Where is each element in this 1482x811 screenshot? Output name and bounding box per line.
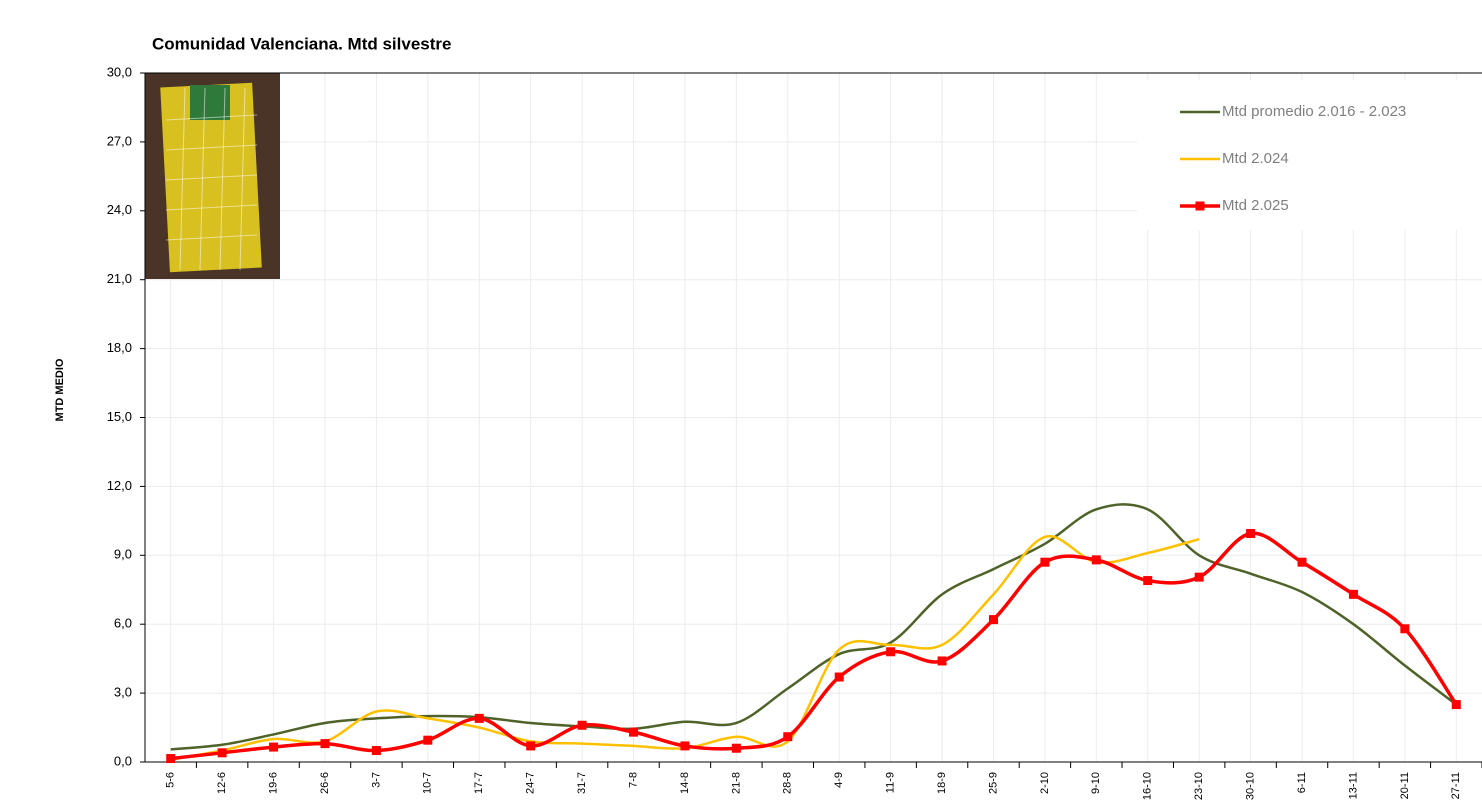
y-tick-label: 12,0 — [107, 478, 132, 493]
y-tick-label: 21,0 — [107, 271, 132, 286]
data-marker — [1297, 557, 1307, 567]
series-line — [170, 535, 1200, 761]
x-tick-label: 14-8 — [679, 772, 691, 794]
legend-label: Mtd 2.025 — [1222, 197, 1289, 214]
x-tick-label: 19-6 — [267, 772, 279, 794]
y-tick-label: 27,0 — [107, 133, 132, 148]
data-marker — [1091, 555, 1101, 565]
chart-title: Comunidad Valenciana. Mtd silvestre — [152, 34, 451, 53]
data-marker — [577, 720, 587, 730]
data-marker — [1143, 576, 1153, 586]
data-marker — [937, 656, 947, 666]
x-tick-label: 26-6 — [319, 772, 331, 794]
x-tick-label: 9-10 — [1090, 772, 1102, 794]
y-axis-label: MTD MEDIO — [54, 358, 66, 421]
y-tick-label: 6,0 — [114, 616, 132, 631]
x-tick-label: 12-6 — [216, 772, 228, 794]
legend-marker — [1195, 201, 1205, 211]
data-marker — [1040, 557, 1050, 567]
data-marker — [166, 754, 176, 764]
x-tick-label: 10-7 — [422, 772, 434, 794]
data-marker — [731, 743, 741, 753]
data-marker — [423, 735, 433, 745]
data-marker — [783, 732, 793, 742]
trap-photo — [145, 73, 280, 279]
data-marker — [320, 739, 330, 749]
x-tick-label: 30-10 — [1245, 772, 1257, 800]
x-tick-label: 31-7 — [576, 772, 588, 794]
data-marker — [886, 647, 896, 657]
x-tick-label: 27-11 — [1450, 772, 1462, 799]
x-tick-label: 3-7 — [370, 772, 382, 788]
data-marker — [1246, 528, 1256, 538]
x-tick-label: 18-9 — [936, 772, 948, 794]
x-tick-label: 13-11 — [1347, 772, 1359, 799]
data-marker — [1451, 700, 1461, 710]
x-tick-label: 25-9 — [987, 772, 999, 794]
data-marker — [834, 672, 844, 682]
x-tick-label: 28-8 — [782, 772, 794, 794]
y-tick-label: 18,0 — [107, 340, 132, 355]
data-marker — [1400, 624, 1410, 634]
y-tick-label: 3,0 — [114, 685, 132, 700]
y-tick-label: 0,0 — [114, 753, 132, 768]
x-tick-label: 24-7 — [525, 772, 537, 794]
series-line — [170, 503, 1458, 751]
data-marker — [474, 713, 484, 723]
y-tick-label: 9,0 — [114, 547, 132, 562]
data-marker — [629, 727, 639, 737]
x-tick-label: 17-7 — [473, 772, 485, 794]
y-tick-label: 15,0 — [107, 409, 132, 424]
data-marker — [1348, 589, 1358, 599]
x-tick-label: 4-9 — [833, 772, 845, 788]
y-tick-label: 30,0 — [107, 64, 132, 79]
data-marker — [269, 742, 279, 752]
data-marker — [526, 741, 536, 751]
x-tick-label: 21-8 — [730, 772, 742, 794]
legend-label: Mtd 2.024 — [1222, 150, 1289, 167]
data-marker — [988, 615, 998, 625]
x-tick-label: 20-11 — [1399, 772, 1411, 799]
x-tick-label: 6-11 — [1296, 772, 1308, 793]
legend-label: Mtd promedio 2.016 - 2.023 — [1222, 103, 1406, 120]
x-tick-label: 7-8 — [627, 772, 639, 788]
x-tick-label: 23-10 — [1193, 772, 1205, 800]
series-line — [170, 531, 1458, 761]
data-marker — [680, 741, 690, 751]
x-tick-label: 16-10 — [1142, 772, 1154, 800]
x-tick-label: 11-9 — [885, 772, 897, 793]
data-marker — [371, 746, 381, 756]
data-marker — [1194, 572, 1204, 582]
x-tick-label: 5-6 — [165, 772, 177, 788]
y-tick-label: 24,0 — [107, 202, 132, 217]
data-marker — [217, 748, 227, 758]
x-tick-label: 2-10 — [1039, 772, 1051, 794]
